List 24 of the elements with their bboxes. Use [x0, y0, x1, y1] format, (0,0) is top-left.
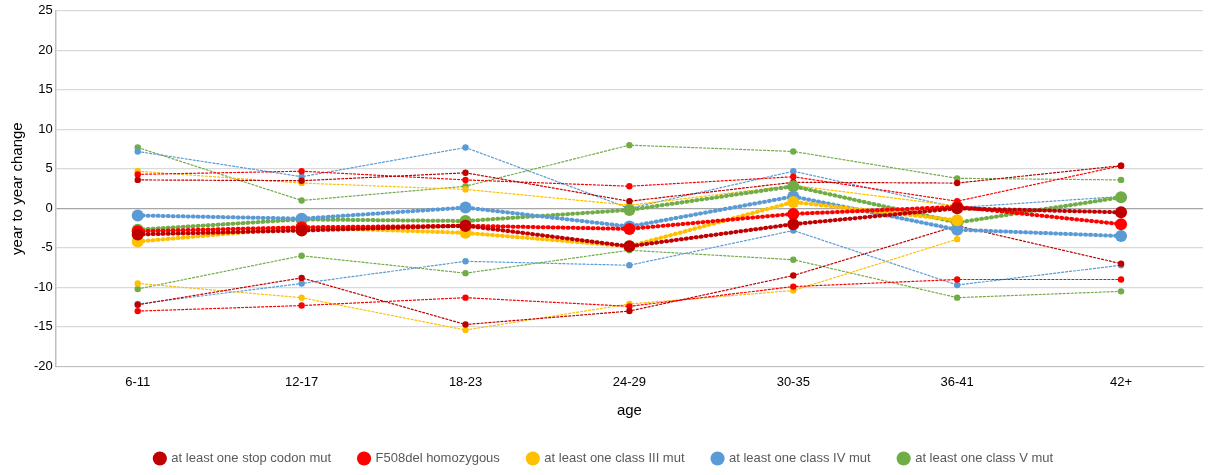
x-tick-label: 36-41: [940, 373, 974, 389]
y-tick-label: 15: [38, 81, 53, 97]
y-tick-label: 25: [38, 2, 53, 18]
y-tick-label: 20: [38, 41, 53, 57]
y-tick-label: -15: [33, 318, 53, 334]
y-tick-label: -5: [41, 239, 53, 255]
x-tick-label: 24-29: [612, 373, 647, 389]
legend-label: at least one class V mut: [915, 450, 1054, 466]
x-tick-label: 18-23: [448, 373, 483, 389]
y-tick-label: -10: [33, 278, 53, 294]
x-tick-label: 6-11: [125, 373, 151, 389]
x-tick-label: 30-35: [776, 373, 810, 389]
legend-label: at least one stop codon mut: [171, 450, 332, 466]
legend-label: F508del homozygous: [375, 450, 501, 466]
y-tick-label: 10: [38, 120, 53, 136]
y-axis-title: year to year change: [8, 122, 26, 255]
legend-label: at least one class IV mut: [729, 450, 872, 466]
x-tick-label: 12-17: [284, 373, 319, 389]
x-tick-label: 42+: [1110, 373, 1133, 389]
x-axis-title: age: [616, 401, 642, 419]
y-tick-label: -20: [33, 357, 53, 373]
y-tick-label: 5: [45, 160, 53, 176]
legend-label: at least one class III mut: [544, 450, 685, 466]
y-tick-label: 0: [45, 199, 53, 215]
